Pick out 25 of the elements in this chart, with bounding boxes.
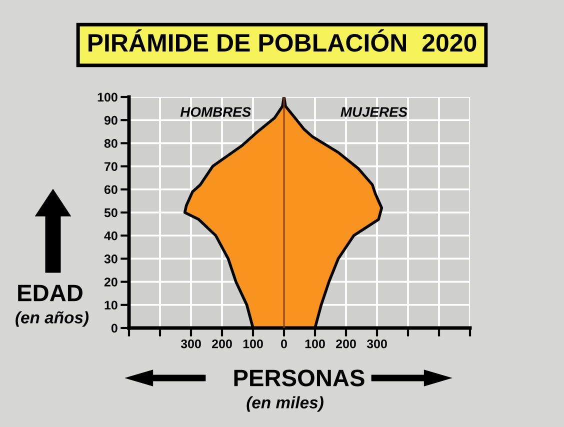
x-tick-label: 200 — [212, 339, 232, 348]
text: MUJERES — [340, 107, 408, 117]
y-tick-label: 60 — [104, 185, 118, 194]
y-tick-label: 70 — [104, 162, 118, 171]
chart-title: PIRÁMIDE DE POBLACIÓN 2020 — [88, 29, 476, 52]
y-tick-label: 30 — [104, 254, 118, 264]
x-tick-label: 300 — [366, 339, 387, 348]
x-tick-label: 100 — [305, 339, 325, 348]
y-tick-label: 80 — [104, 139, 118, 148]
y-tick-label: 40 — [104, 231, 118, 240]
x-axis-title: PERSONAS — [234, 370, 364, 386]
x-tick-label: 200 — [336, 339, 356, 348]
text: (en años) — [16, 311, 89, 327]
y-axis-title: EDAD — [18, 284, 82, 302]
y-tick-label: 20 — [104, 278, 118, 286]
y-tick-label: 10 — [104, 300, 118, 310]
x-tick-label: 0 — [281, 339, 287, 348]
x-tick-label: 100 — [243, 339, 263, 348]
series-label: HOMBRES — [180, 107, 251, 117]
y-tick-label: 100 — [98, 92, 118, 102]
y-tick-label: 90 — [104, 116, 118, 125]
x-tick-label: 300 — [180, 339, 201, 348]
text: (en miles) — [246, 396, 324, 412]
y-tick-label: 0 — [111, 324, 118, 333]
y-tick-label: 50 — [104, 208, 118, 218]
